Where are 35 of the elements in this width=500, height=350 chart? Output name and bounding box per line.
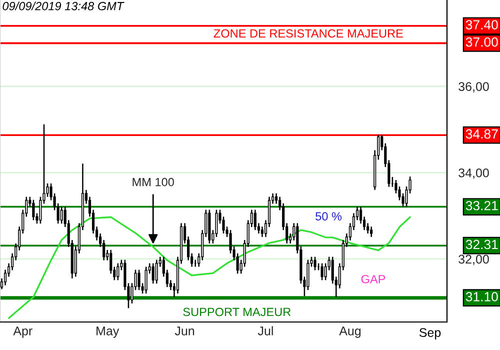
candlestick (32, 199, 35, 221)
text: MM 100 (132, 178, 174, 186)
annotation: ZONE DE RESISTANCE MAJEURE (214, 29, 403, 38)
candlestick (152, 262, 154, 284)
candlestick (320, 262, 324, 281)
candlestick (260, 226, 264, 238)
candlestick (236, 252, 239, 274)
x-tick-label: Aug (339, 326, 361, 338)
x-tick-label: May (96, 326, 120, 338)
candlestick (254, 209, 256, 231)
x-tick-label: Jul (258, 326, 273, 336)
ref-line-label: 34.87 (466, 129, 498, 139)
y-tick-label: 34,00 (458, 168, 489, 179)
candlestick (116, 262, 120, 281)
x-tick-label: Jun (174, 326, 194, 336)
candlestick (314, 256, 316, 271)
candlestick (138, 269, 140, 291)
candlestick (60, 206, 63, 224)
annotation: 50 % (316, 212, 342, 221)
y-tick-label: 32,00 (458, 254, 489, 266)
candlestick (155, 259, 158, 284)
candlestick (110, 249, 112, 274)
ref-line-label: 31.10 (466, 292, 498, 302)
ref-line-label: 32.31 (466, 240, 498, 250)
ref-line-label: 37.00 (466, 37, 498, 47)
x-tick-label: Apr (13, 326, 32, 338)
y-tick-label: 36,00 (458, 82, 489, 92)
candlestick (370, 226, 373, 238)
annotation: 09/09/2019 13:48 GMT (2, 2, 124, 10)
ref-line-label: 37.40 (466, 20, 498, 30)
ref-line-label: 33.21 (466, 200, 498, 210)
annotation: SUPPORT MAJEUR (183, 308, 291, 316)
annotation: GAP (361, 274, 386, 284)
text: Sep (419, 328, 441, 340)
candlestick (144, 266, 148, 294)
